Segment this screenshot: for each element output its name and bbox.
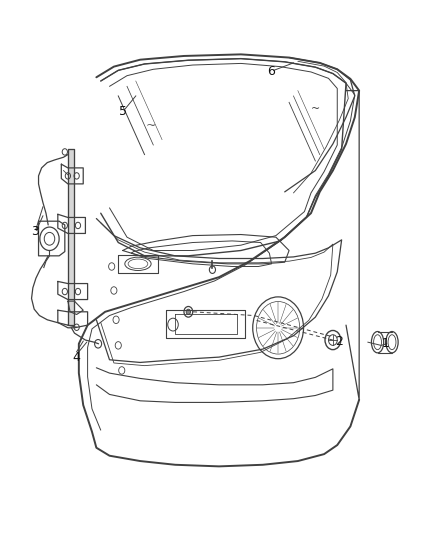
Text: ~: ~ (311, 104, 320, 114)
Text: 2: 2 (336, 335, 343, 348)
Text: 3: 3 (31, 225, 39, 238)
Text: ~: ~ (146, 119, 156, 132)
Text: 5: 5 (119, 106, 127, 118)
Circle shape (186, 309, 191, 314)
Text: 1: 1 (381, 337, 389, 350)
Text: 4: 4 (73, 351, 81, 364)
Text: 6: 6 (268, 66, 276, 78)
